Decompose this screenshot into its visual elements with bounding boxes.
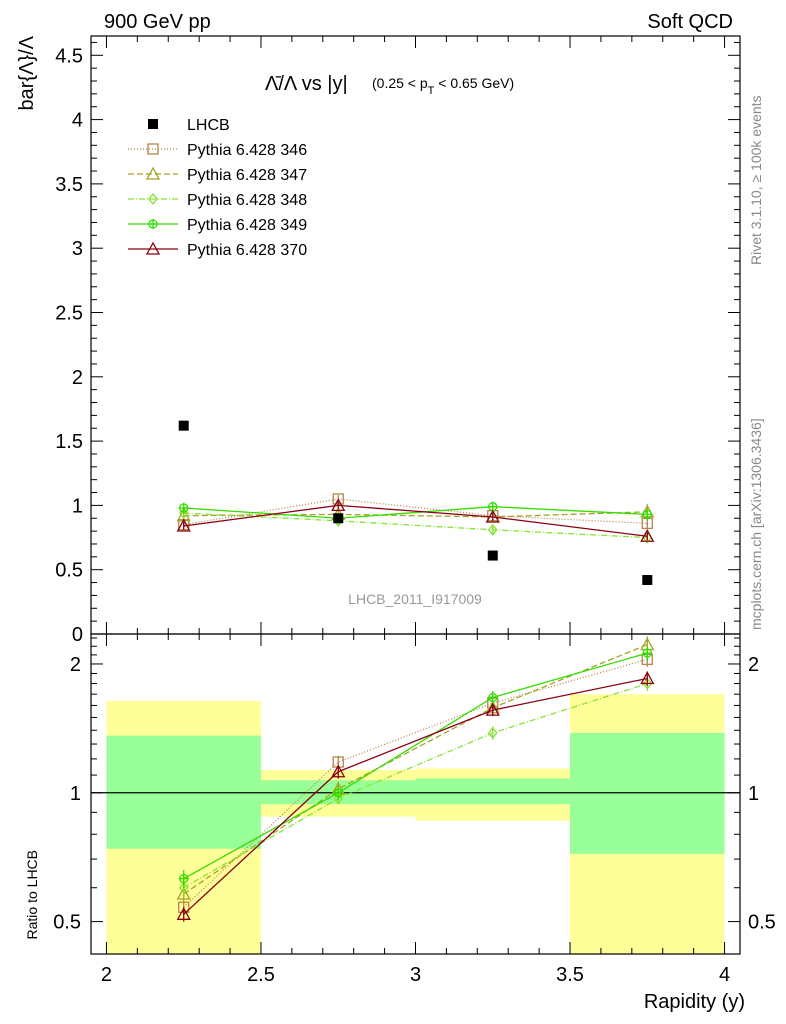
- data-point: [178, 420, 189, 431]
- ratio-series-line: [183, 677, 648, 915]
- legend-marker: [148, 219, 158, 229]
- main-y-axis-title: bar{Λ}/Λ: [16, 35, 38, 110]
- main-point: [178, 502, 189, 513]
- ratio-point: [642, 677, 653, 690]
- main-point: [176, 518, 191, 532]
- x-tick-label: 3: [410, 964, 421, 986]
- legend-marker: [148, 192, 158, 206]
- rivet-version-label: Rivet 3.1.10, ≥ 100k events: [748, 95, 764, 265]
- legend-marker: [147, 143, 159, 155]
- main-series-4: [178, 501, 653, 524]
- main-point: [331, 498, 346, 512]
- data-point: [487, 550, 498, 561]
- ratio-y-axis: 0.5 0.5 1 1 2 2: [53, 637, 776, 934]
- main-y-tick-label: 4.5: [55, 45, 83, 67]
- main-point: [485, 509, 500, 523]
- legend-label: Pythia 6.428 346: [187, 142, 307, 159]
- ratio-y-tick-label-right: 2: [748, 654, 759, 676]
- legend-marker: [145, 166, 161, 180]
- header-energy-label: 900 GeV pp: [104, 11, 211, 33]
- x-tick-label: 3.5: [556, 964, 584, 986]
- header-category-label: Soft QCD: [647, 11, 733, 33]
- uncertainty-bands: [106, 694, 725, 954]
- main-y-tick-label: 0: [72, 624, 83, 646]
- ratio-series-line: [183, 643, 648, 895]
- ratio-point: [331, 764, 346, 778]
- main-y-tick-label: 1: [72, 495, 83, 517]
- main-series-line: [183, 506, 648, 519]
- main-x-axis: [105, 36, 726, 634]
- ratio-point: [487, 692, 498, 703]
- ratio-plot-area: 0.5 0.5 1 1 2 2 2 2.5 3 3.5 4: [53, 633, 776, 986]
- main-point: [640, 528, 655, 542]
- main-series-5: [176, 498, 655, 542]
- ratio-series-line: [183, 652, 648, 880]
- legend-marker: [145, 241, 161, 255]
- main-series-line: [183, 498, 648, 526]
- x-tick-label: 4: [719, 964, 730, 986]
- legend: LHCB Pythia 6.428 346 Pythia 6.428 347 Pyth…: [128, 117, 307, 259]
- main-y-tick-label: 4: [72, 110, 83, 132]
- ratio-point: [178, 881, 189, 894]
- ratio-y-tick-label-left: 0.5: [53, 912, 81, 934]
- ratio-point: [178, 873, 189, 884]
- legend-entry-5: Pythia 6.428 370: [128, 241, 307, 259]
- legend-label: Pythia 6.428 349: [187, 217, 307, 234]
- main-series-3: [178, 507, 653, 544]
- ratio-point: [487, 726, 498, 739]
- ratio-series-5: [176, 671, 655, 922]
- analysis-watermark: LHCB_2011_I917009: [348, 591, 482, 607]
- ratio-y-tick-label-right: 1: [748, 783, 759, 805]
- ratio-y-axis-title: Ratio to LHCB: [24, 850, 40, 939]
- legend-label: LHCB: [187, 117, 230, 134]
- ratio-point: [642, 648, 653, 659]
- data-point: [642, 574, 653, 585]
- main-y-tick-label: 3.5: [55, 174, 83, 196]
- main-y-tick-label: 2.5: [55, 302, 83, 324]
- main-y-tick-label: 3: [72, 238, 83, 260]
- legend-entry-3: Pythia 6.428 348: [128, 192, 307, 209]
- x-tick-label: 2.5: [247, 964, 275, 986]
- main-data-series: [178, 420, 653, 585]
- legend-entry-1: Pythia 6.428 346: [128, 142, 307, 159]
- main-plot-title: Λ̄/Λ vs |y| (0.25 < pT < 0.65 GeV): [265, 73, 514, 97]
- ratio-point: [333, 787, 344, 798]
- legend-marker: [148, 119, 158, 129]
- ratio-point: [176, 906, 191, 920]
- main-point: [487, 523, 498, 536]
- ratio-y-tick-label-left: 1: [70, 783, 81, 805]
- legend-label: Pythia 6.428 370: [187, 242, 307, 259]
- x-axis-title: Rapidity (y): [644, 991, 745, 1013]
- ratio-y-tick-label-left: 2: [70, 654, 81, 676]
- main-y-axis: 0 0.5 1 1.5 2 2.5 3 3.5 4 4.5: [55, 41, 740, 646]
- stat-uncertainty-band: [415, 778, 571, 805]
- main-y-tick-label: 1.5: [55, 431, 83, 453]
- main-title-text: Λ̄/Λ vs |y|: [265, 73, 348, 95]
- main-series-line: [183, 512, 648, 539]
- main-series-line: [183, 504, 648, 537]
- x-axis: 2 2.5 3 3.5 4: [101, 634, 730, 986]
- main-point: [642, 509, 653, 520]
- legend-entry-4: Pythia 6.428 349: [128, 217, 307, 234]
- ratio-point: [485, 702, 500, 716]
- main-title-cut: (0.25 < pT < 0.65 GeV): [372, 75, 514, 97]
- legend-label: Pythia 6.428 348: [187, 192, 307, 209]
- data-point: [333, 513, 344, 524]
- ratio-point: [640, 671, 655, 685]
- ratio-point: [176, 886, 191, 900]
- legend-label: Pythia 6.428 347: [187, 167, 307, 184]
- legend-entry-2: Pythia 6.428 347: [128, 166, 307, 184]
- ratio-point: [333, 792, 344, 805]
- ratio-y-tick-label-right: 0.5: [748, 912, 776, 934]
- main-plot-area: 0 0.5 1 1.5 2 2.5 3 3.5 4 4.5: [55, 35, 741, 646]
- ratio-series-4: [178, 645, 653, 888]
- main-y-tick-label: 2: [72, 367, 83, 389]
- legend-entry-data: LHCB: [148, 117, 230, 134]
- main-y-tick-label: 0.5: [55, 560, 83, 582]
- mcplots-reference-label: mcplots.cern.ch [arXiv:1306.3436]: [748, 418, 764, 630]
- x-tick-label: 2: [101, 964, 112, 986]
- ratio-series-line: [183, 658, 648, 908]
